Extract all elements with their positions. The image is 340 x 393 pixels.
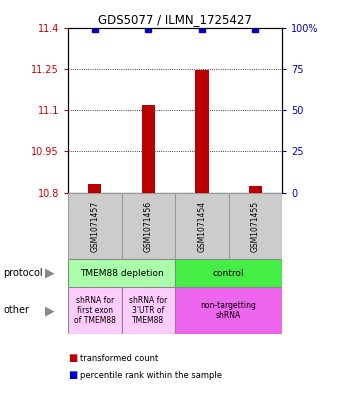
Bar bbox=[68, 193, 121, 259]
Text: ▶: ▶ bbox=[45, 304, 54, 317]
Bar bbox=[175, 193, 228, 259]
Bar bbox=[88, 184, 101, 193]
Bar bbox=[175, 259, 282, 287]
Text: non-targetting
shRNA: non-targetting shRNA bbox=[201, 301, 257, 320]
Bar bbox=[249, 186, 262, 193]
Bar bbox=[228, 193, 282, 259]
Bar bbox=[68, 287, 121, 334]
Text: shRNA for
first exon
of TMEM88: shRNA for first exon of TMEM88 bbox=[74, 296, 116, 325]
Bar bbox=[175, 287, 282, 334]
Text: ■: ■ bbox=[68, 370, 77, 380]
Text: GSM1071455: GSM1071455 bbox=[251, 200, 260, 252]
Text: GSM1071456: GSM1071456 bbox=[144, 200, 153, 252]
Bar bbox=[195, 70, 208, 193]
Text: GSM1071457: GSM1071457 bbox=[90, 200, 99, 252]
Text: protocol: protocol bbox=[3, 268, 43, 278]
Text: TMEM88 depletion: TMEM88 depletion bbox=[80, 269, 164, 277]
Text: control: control bbox=[213, 269, 244, 277]
Text: percentile rank within the sample: percentile rank within the sample bbox=[80, 371, 222, 380]
Text: other: other bbox=[3, 305, 29, 316]
Text: transformed count: transformed count bbox=[80, 354, 158, 363]
Bar bbox=[121, 287, 175, 334]
Bar bbox=[121, 193, 175, 259]
Text: GSM1071454: GSM1071454 bbox=[198, 200, 206, 252]
Bar bbox=[142, 105, 155, 193]
Text: ▶: ▶ bbox=[45, 266, 54, 280]
Text: ■: ■ bbox=[68, 353, 77, 364]
Text: shRNA for
3'UTR of
TMEM88: shRNA for 3'UTR of TMEM88 bbox=[129, 296, 167, 325]
Bar bbox=[68, 259, 175, 287]
Title: GDS5077 / ILMN_1725427: GDS5077 / ILMN_1725427 bbox=[98, 13, 252, 26]
